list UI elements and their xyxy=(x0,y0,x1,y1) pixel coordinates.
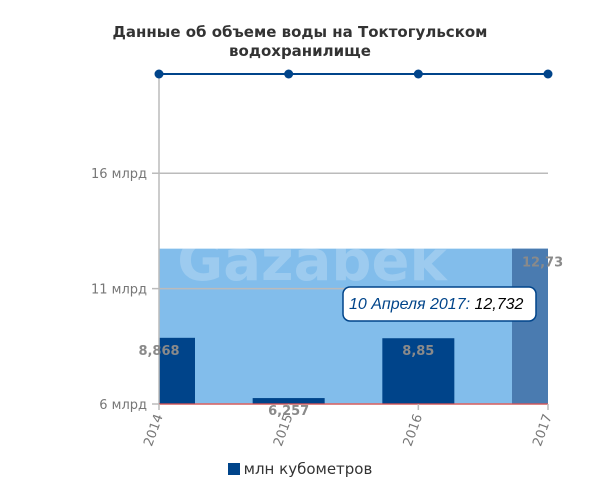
plot-area[interactable]: Gazabek xyxy=(159,229,548,404)
bar-2015[interactable] xyxy=(252,398,325,404)
hover-band xyxy=(159,248,548,404)
chart-title: Данные об объеме воды на Токтогульскомво… xyxy=(113,23,488,60)
y-tick-labels: 6 млрд 11 млрд 16 млрд xyxy=(91,167,147,413)
tooltip-value: 12,732 xyxy=(474,296,523,313)
y-tick-label: 16 млрд xyxy=(91,167,147,182)
reference-point-2015[interactable] xyxy=(284,69,294,79)
data-label-2014: 8,868 xyxy=(138,344,179,359)
reference-point-2017[interactable] xyxy=(543,69,553,79)
data-label-2017: 12,73 xyxy=(522,256,563,271)
bars xyxy=(159,248,548,404)
x-tick-labels: 2014 2015 2016 2017 xyxy=(141,412,555,448)
tooltip-box xyxy=(342,286,537,322)
chart-title-line: водохранилище xyxy=(229,42,371,60)
x-tick-label-2017: 2017 xyxy=(530,412,555,448)
chart-title-line: Данные об объеме воды на Токтогульском xyxy=(113,23,488,41)
axes xyxy=(152,74,549,410)
data-label-2016: 8,85 xyxy=(402,344,434,359)
legend[interactable]: млн кубометров xyxy=(0,460,600,478)
line-series xyxy=(154,69,553,79)
reference-point-2014[interactable] xyxy=(154,69,164,79)
legend-label: млн кубометров xyxy=(243,460,373,478)
legend-swatch xyxy=(227,462,240,475)
bar-2016[interactable] xyxy=(382,338,455,404)
x-tick-label-2016: 2016 xyxy=(401,412,426,448)
data-label-2015: 6,257 xyxy=(268,404,309,419)
y-tick-label: 6 млрд xyxy=(99,398,147,413)
watermark: Gazabek xyxy=(177,229,448,294)
x-tick-label-2014: 2014 xyxy=(141,412,166,448)
bar-2014[interactable] xyxy=(159,337,195,404)
tooltip: 10 Апреля 2017: 12,732 xyxy=(342,286,537,322)
data-labels: 8,868 6,257 8,85 12,73 xyxy=(138,256,563,419)
bar-2017[interactable] xyxy=(512,248,548,404)
y-tick-label: 11 млрд xyxy=(91,283,147,298)
reference-point-2016[interactable] xyxy=(413,69,423,79)
tooltip-date: 10 Апреля 2017: xyxy=(349,296,474,313)
tooltip-text: 10 Апреля 2017: 12,732 xyxy=(349,296,524,313)
